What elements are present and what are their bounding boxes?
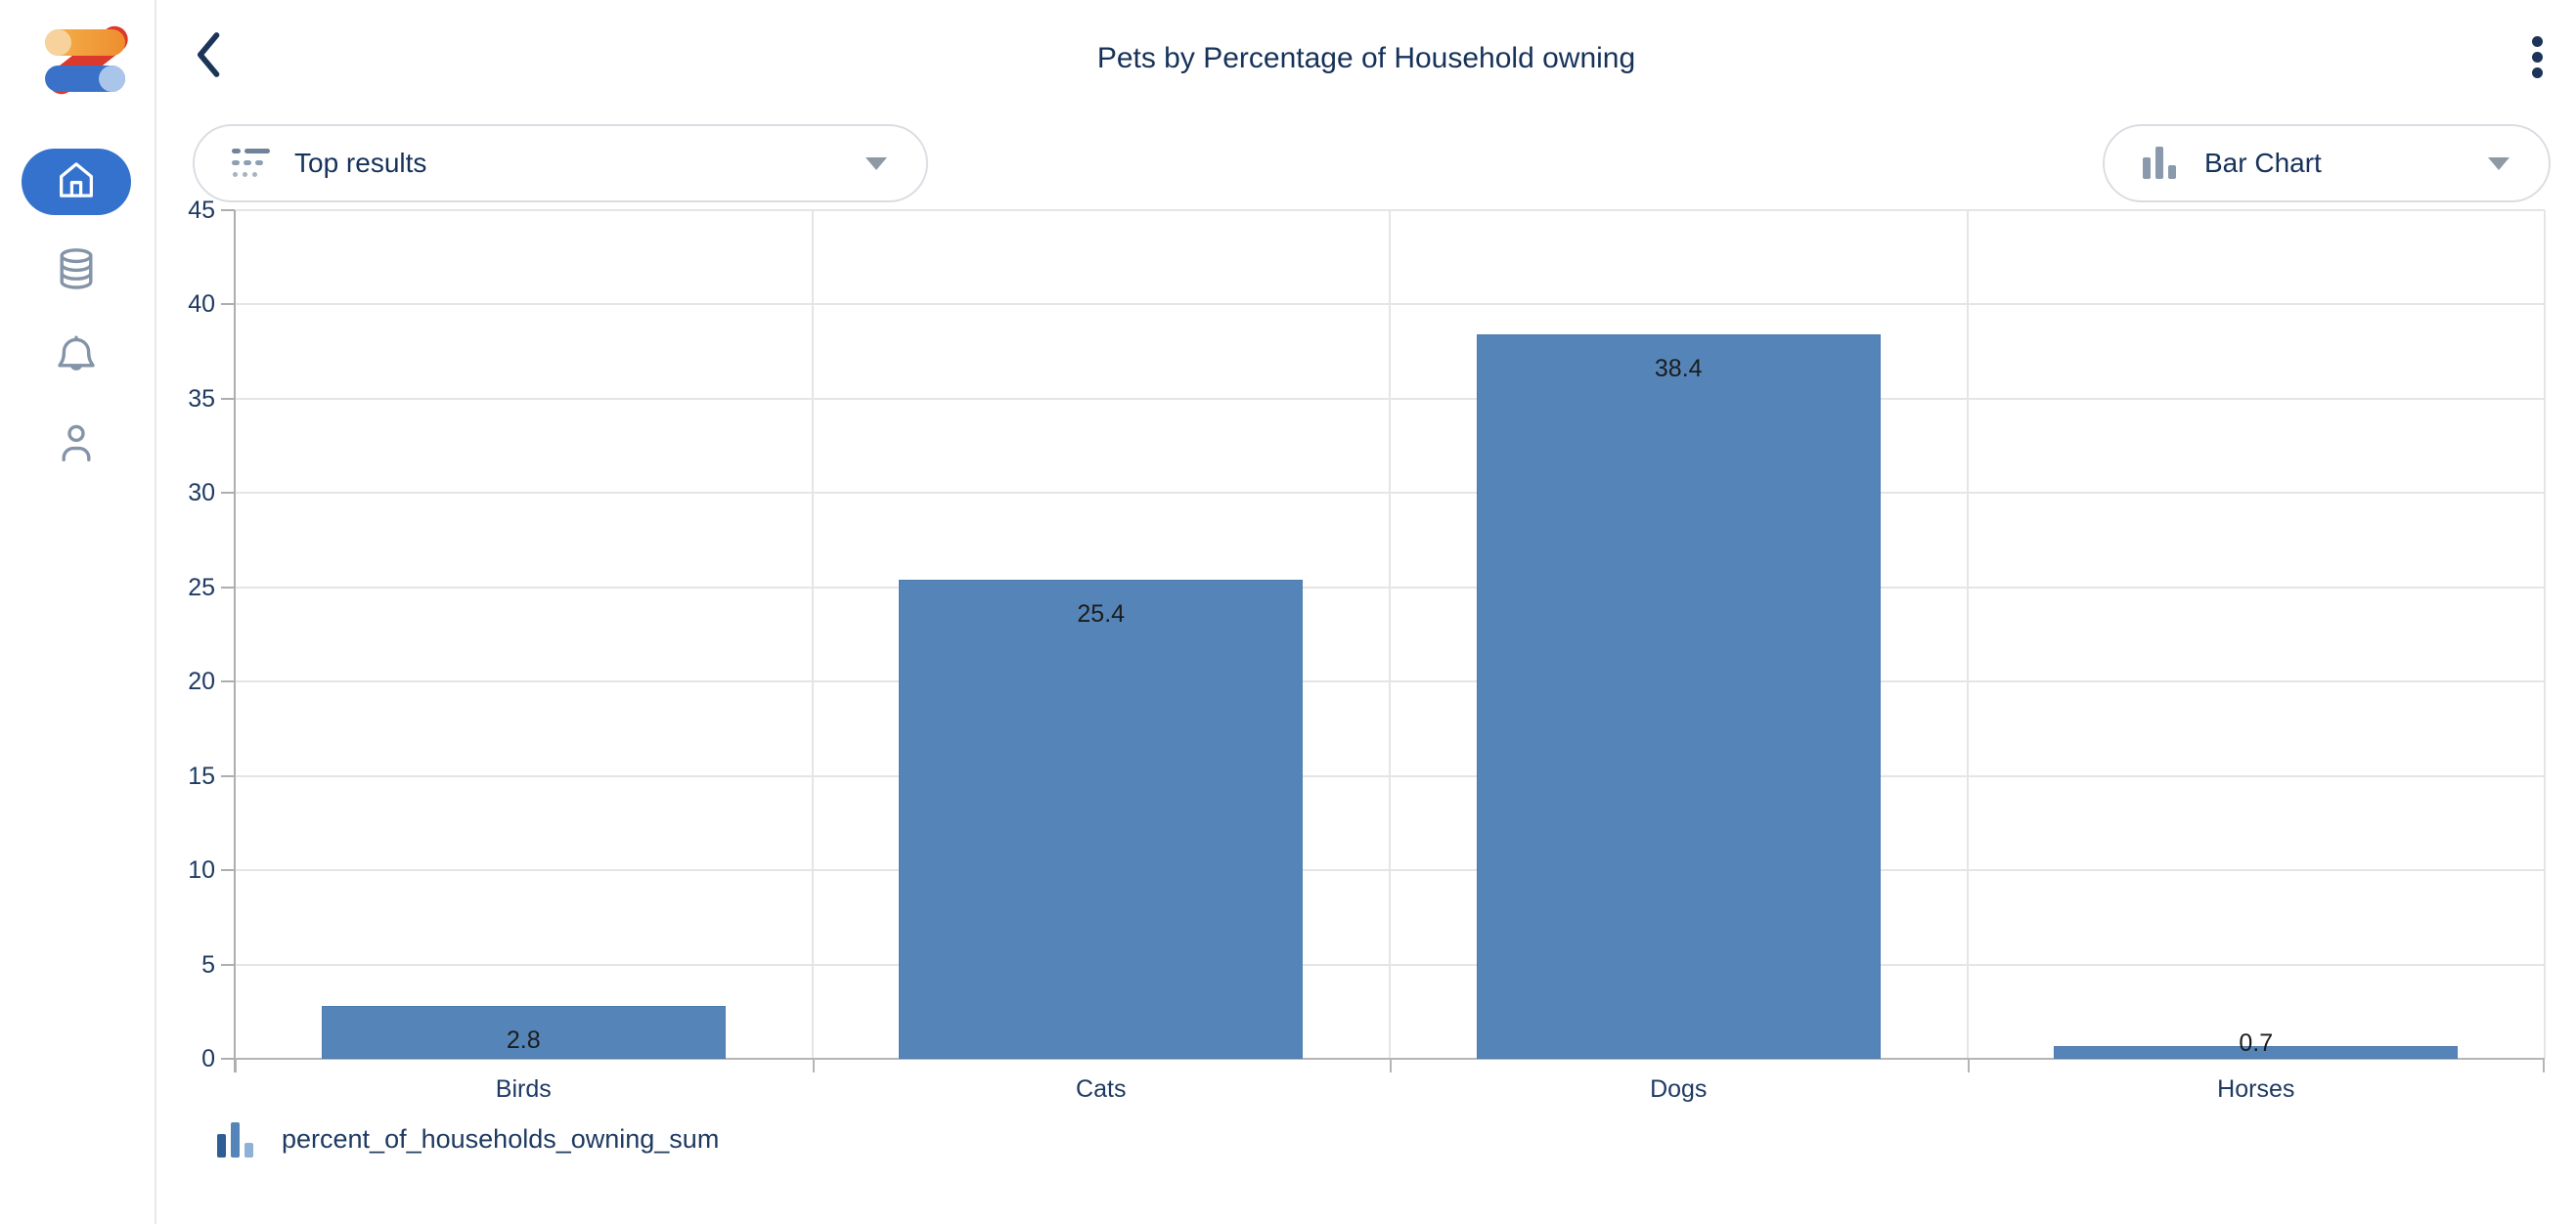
y-axis-tick <box>221 586 235 589</box>
y-axis-label: 0 <box>201 1045 215 1072</box>
x-axis-label: Cats <box>1076 1075 1127 1103</box>
y-axis-label: 35 <box>188 384 215 413</box>
x-axis-label: Birds <box>495 1075 552 1103</box>
chart-type-dropdown[interactable]: Bar Chart <box>2103 124 2551 202</box>
y-axis-label: 5 <box>201 950 215 979</box>
y-axis-tick <box>221 774 235 777</box>
person-icon <box>53 419 100 471</box>
gridline <box>1966 210 1969 1059</box>
bar-chart-icon <box>217 1120 256 1158</box>
kebab-menu-button[interactable] <box>2515 25 2558 88</box>
legend-series-label: percent_of_households_owning_sum <box>282 1123 720 1154</box>
x-axis-tick <box>2543 1059 2545 1072</box>
chart-bar-horses[interactable] <box>2054 1045 2459 1059</box>
y-axis-label: 25 <box>188 573 215 601</box>
gridline <box>2544 210 2546 1059</box>
y-axis-label: 20 <box>188 668 215 696</box>
top-results-label: Top results <box>294 148 427 178</box>
y-axis-label: 40 <box>188 290 215 319</box>
y-axis-tick <box>221 303 235 306</box>
sidebar-item-notifications[interactable] <box>52 334 101 383</box>
chevron-left-icon <box>193 30 226 84</box>
x-axis-tick <box>812 1059 815 1072</box>
y-axis-label: 30 <box>188 479 215 507</box>
bell-icon <box>53 333 100 385</box>
database-icon <box>53 245 100 297</box>
x-axis-label: Dogs <box>1650 1075 1708 1103</box>
logo-cap-left <box>45 29 71 56</box>
y-axis-line <box>234 210 236 1072</box>
top-results-icon <box>230 142 273 185</box>
sidebar-item-home[interactable] <box>22 149 131 215</box>
back-button[interactable] <box>184 29 235 84</box>
chart-bar-dogs[interactable] <box>1476 334 1881 1059</box>
y-axis-label: 15 <box>188 762 215 790</box>
page-title: Pets by Percentage of Household owning <box>1096 42 1636 74</box>
y-axis-tick <box>221 492 235 495</box>
chart-bar-birds[interactable] <box>321 1006 726 1059</box>
y-axis-tick <box>221 1058 235 1060</box>
y-axis-tick <box>221 209 235 211</box>
sidebar <box>0 0 156 1224</box>
logo-cap-right <box>99 66 125 92</box>
y-axis-tick <box>221 869 235 872</box>
top-results-dropdown[interactable]: Top results <box>193 124 928 202</box>
chevron-down-icon <box>2488 156 2509 170</box>
sidebar-item-profile[interactable] <box>52 420 101 469</box>
bar-chart-plot-area: 0 5 10 15 20 25 30 35 40 45 2.8 Birds 25.4 Cats 38.4 Do… <box>188 197 2546 1103</box>
gridline <box>811 210 814 1059</box>
y-axis-tick <box>221 397 235 400</box>
chart-bar-cats[interactable] <box>899 580 1304 1059</box>
chevron-down-icon <box>866 156 887 170</box>
zing-logo <box>42 21 134 100</box>
y-axis-label: 45 <box>188 197 215 224</box>
y-axis-tick <box>221 680 235 683</box>
gridline <box>1389 210 1391 1059</box>
bar-chart-icon <box>2140 142 2183 185</box>
x-axis-tick <box>1390 1059 1392 1072</box>
home-icon <box>54 157 99 207</box>
x-axis-label: Horses <box>2217 1075 2295 1103</box>
chart-type-label: Bar Chart <box>2204 148 2322 178</box>
sidebar-item-data-sources[interactable] <box>52 246 101 295</box>
x-axis-tick <box>235 1059 237 1072</box>
x-axis-line <box>235 1058 2545 1060</box>
chart-legend[interactable]: percent_of_households_owning_sum <box>217 1120 719 1158</box>
y-axis-tick <box>221 963 235 966</box>
y-axis-label: 10 <box>188 856 215 885</box>
x-axis-tick <box>1967 1059 1970 1072</box>
kebab-menu-icon <box>2531 35 2543 47</box>
